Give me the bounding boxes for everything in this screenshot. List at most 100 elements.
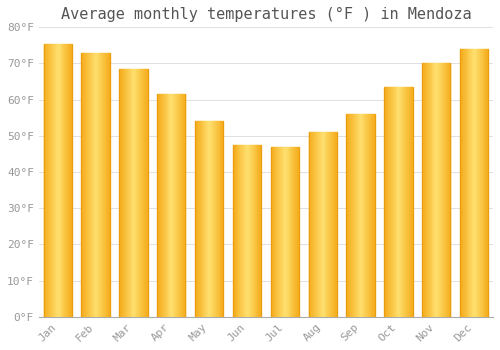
Bar bbox=[437, 63, 438, 317]
Bar bbox=[109, 52, 110, 317]
Bar bbox=[82, 52, 84, 317]
Bar bbox=[252, 145, 254, 317]
Bar bbox=[170, 94, 172, 317]
Bar bbox=[163, 94, 164, 317]
Bar bbox=[446, 63, 448, 317]
Bar bbox=[346, 114, 348, 317]
Bar bbox=[422, 63, 423, 317]
Bar bbox=[157, 94, 158, 317]
Bar bbox=[439, 63, 440, 317]
Bar bbox=[464, 49, 466, 317]
Bar bbox=[48, 44, 49, 317]
Bar bbox=[472, 49, 473, 317]
Bar bbox=[209, 121, 210, 317]
Bar bbox=[128, 69, 130, 317]
Bar bbox=[360, 114, 362, 317]
Bar bbox=[177, 94, 178, 317]
Bar bbox=[145, 69, 146, 317]
Bar bbox=[402, 87, 403, 317]
Bar bbox=[356, 114, 357, 317]
Bar bbox=[58, 44, 59, 317]
Bar bbox=[104, 52, 105, 317]
Bar bbox=[477, 49, 478, 317]
Bar bbox=[479, 49, 480, 317]
Bar bbox=[49, 44, 50, 317]
Bar bbox=[317, 132, 318, 317]
Bar bbox=[213, 121, 214, 317]
Bar bbox=[98, 52, 100, 317]
Bar bbox=[442, 63, 443, 317]
Bar bbox=[438, 63, 439, 317]
Bar bbox=[475, 49, 476, 317]
Bar bbox=[389, 87, 390, 317]
Bar bbox=[463, 49, 464, 317]
Bar bbox=[56, 44, 57, 317]
Bar bbox=[88, 52, 89, 317]
Bar bbox=[354, 114, 355, 317]
Bar bbox=[335, 132, 336, 317]
Bar bbox=[236, 145, 238, 317]
Bar bbox=[144, 69, 145, 317]
Bar bbox=[90, 52, 91, 317]
Bar bbox=[94, 52, 96, 317]
Bar bbox=[470, 49, 472, 317]
Bar bbox=[462, 49, 463, 317]
Bar bbox=[481, 49, 482, 317]
Bar bbox=[405, 87, 406, 317]
Bar bbox=[126, 69, 127, 317]
Bar bbox=[215, 121, 216, 317]
Bar bbox=[247, 145, 248, 317]
Bar bbox=[248, 145, 249, 317]
Bar bbox=[427, 63, 428, 317]
Bar bbox=[285, 147, 286, 317]
Bar bbox=[482, 49, 484, 317]
Bar bbox=[100, 52, 102, 317]
Bar bbox=[409, 87, 410, 317]
Bar bbox=[318, 132, 319, 317]
Bar bbox=[44, 44, 46, 317]
Bar bbox=[282, 147, 283, 317]
Bar bbox=[292, 147, 294, 317]
Bar bbox=[180, 94, 181, 317]
Bar bbox=[85, 52, 86, 317]
Bar bbox=[123, 69, 124, 317]
Bar bbox=[351, 114, 352, 317]
Bar bbox=[161, 94, 162, 317]
Bar bbox=[122, 69, 123, 317]
Bar bbox=[367, 114, 368, 317]
Bar bbox=[107, 52, 108, 317]
Bar bbox=[404, 87, 405, 317]
Bar bbox=[175, 94, 176, 317]
Bar bbox=[168, 94, 170, 317]
Bar bbox=[466, 49, 468, 317]
Bar bbox=[121, 69, 122, 317]
Bar bbox=[294, 147, 296, 317]
Bar bbox=[358, 114, 360, 317]
Bar bbox=[243, 145, 244, 317]
Bar bbox=[478, 49, 479, 317]
Bar bbox=[52, 44, 53, 317]
Bar bbox=[143, 69, 144, 317]
Bar bbox=[270, 147, 272, 317]
Bar bbox=[66, 44, 67, 317]
Bar bbox=[321, 132, 322, 317]
Bar bbox=[245, 145, 246, 317]
Bar bbox=[172, 94, 173, 317]
Bar bbox=[349, 114, 350, 317]
Bar bbox=[403, 87, 404, 317]
Bar bbox=[473, 49, 474, 317]
Bar bbox=[240, 145, 242, 317]
Bar bbox=[396, 87, 398, 317]
Bar bbox=[132, 69, 134, 317]
Bar bbox=[173, 94, 174, 317]
Bar bbox=[424, 63, 425, 317]
Bar bbox=[138, 69, 139, 317]
Bar bbox=[287, 147, 288, 317]
Bar bbox=[315, 132, 316, 317]
Bar bbox=[388, 87, 389, 317]
Bar bbox=[251, 145, 252, 317]
Bar bbox=[373, 114, 374, 317]
Bar bbox=[369, 114, 370, 317]
Bar bbox=[392, 87, 394, 317]
Bar bbox=[430, 63, 432, 317]
